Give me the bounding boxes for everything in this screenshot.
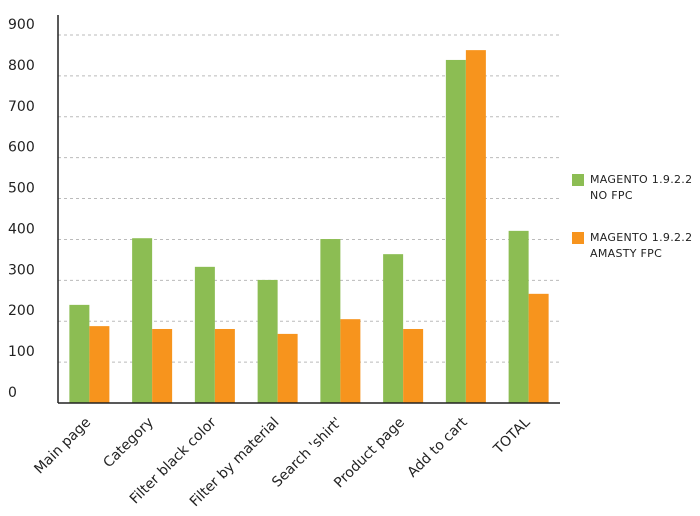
bar (528, 293, 549, 403)
bar (194, 266, 215, 403)
legend-swatch (572, 174, 584, 186)
legend-entry: MAGENTO 1.9.2.2 NO FPC (572, 172, 700, 204)
bar (257, 279, 278, 403)
y-tick-label: 400 (8, 221, 35, 237)
x-tick-label: Add to cart (405, 414, 472, 481)
bar (340, 319, 361, 403)
bar (383, 254, 404, 403)
bar (277, 333, 298, 403)
bar (320, 239, 341, 403)
legend-label: MAGENTO 1.9.2.2 NO FPC (590, 173, 693, 202)
y-tick-label: 300 (8, 262, 35, 278)
y-tick-label: 600 (8, 140, 35, 156)
bar (214, 328, 235, 403)
x-tick-label: TOTAL (490, 414, 534, 458)
legend-label: MAGENTO 1.9.2.2 AMASTY FPC (590, 231, 693, 260)
x-tick-label: Main page (31, 415, 94, 478)
y-tick-label: 900 (8, 17, 35, 33)
bar (445, 59, 466, 403)
y-tick-label: 100 (8, 344, 35, 360)
bar (69, 304, 90, 403)
bar (89, 326, 110, 403)
legend-swatch (572, 232, 584, 244)
y-tick-label: 800 (8, 58, 35, 74)
y-tick-label: 500 (8, 181, 35, 197)
bar (403, 328, 424, 403)
bar (508, 230, 529, 403)
bar (465, 50, 486, 404)
y-tick-label: 700 (8, 99, 35, 115)
x-tick-label: Category (100, 415, 157, 472)
bar (152, 328, 173, 403)
y-tick-label: 200 (8, 303, 35, 319)
bar (132, 238, 153, 403)
y-tick-label: 0 (8, 385, 17, 401)
legend-entry: MAGENTO 1.9.2.2 AMASTY FPC (572, 230, 700, 262)
